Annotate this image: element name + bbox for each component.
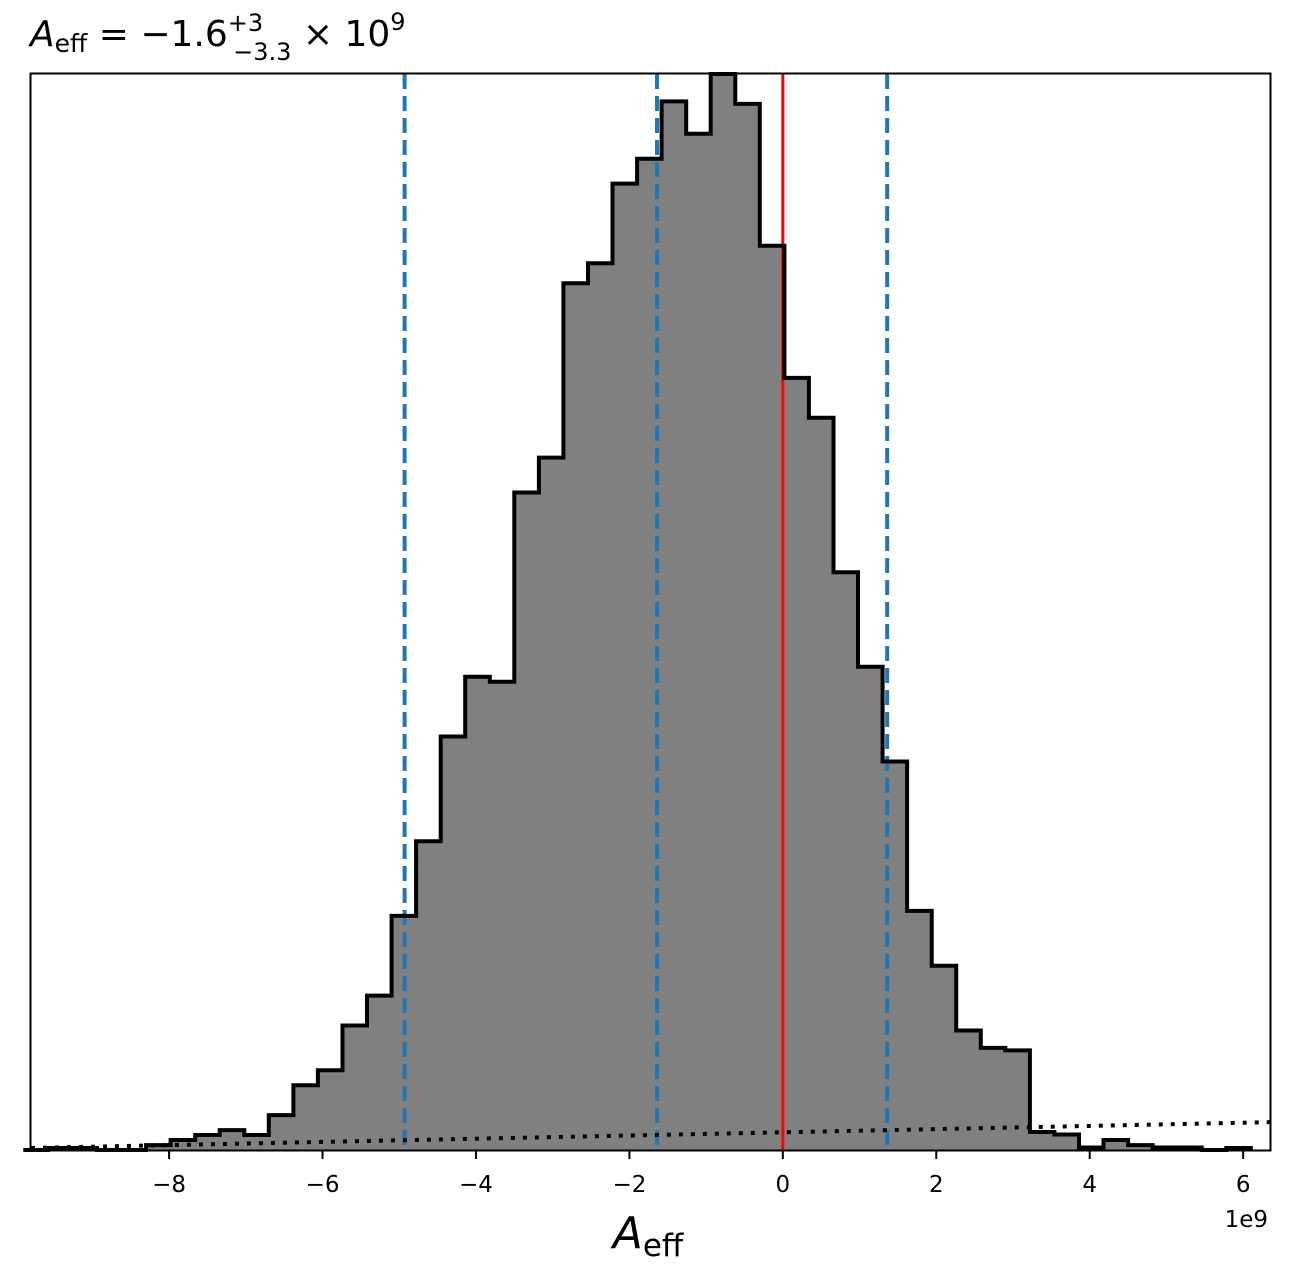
histogram-outline	[23, 72, 1253, 1152]
x-axis-ticks: −8 −6 −4 −2 0 2 4 6	[152, 1150, 1250, 1198]
x-tick-label: 6	[1236, 1172, 1251, 1198]
x-tick-label: −4	[459, 1172, 493, 1198]
axes-frame	[29, 72, 1272, 1152]
title-symbol-subscript: eff	[55, 29, 88, 58]
x-tick-label: −8	[152, 1172, 186, 1198]
title-symbol: A	[28, 14, 55, 55]
quantile-lines	[402, 74, 890, 1150]
title-median: −1.6	[140, 14, 227, 55]
x-tick-label: −2	[612, 1172, 646, 1198]
x-axis-label: Aeff	[610, 1208, 684, 1264]
x-axis-label-symbol: A	[610, 1208, 643, 1259]
title-lower-error: −3.3	[233, 38, 291, 66]
plot-area	[23, 72, 1271, 1152]
x-tick-label: −6	[306, 1172, 340, 1198]
x-tick-label: 4	[1082, 1172, 1097, 1198]
horizontal-dotted-line	[30, 1120, 1271, 1150]
title-exponent: 9	[390, 8, 405, 36]
x-tick-label: 2	[929, 1172, 944, 1198]
histogram-fill	[23, 74, 1251, 1150]
x-axis-offset-label: 1e9	[1225, 1207, 1268, 1233]
title-times-ten: × 10	[291, 14, 390, 55]
x-axis-label-subscript: eff	[643, 1228, 684, 1264]
title-upper-error: +3	[228, 9, 263, 37]
title-equals: =	[87, 14, 140, 55]
chart-title: Aeff = −1.6+3 −3.3 × 109	[28, 8, 406, 66]
x-tick-label: 0	[776, 1172, 791, 1198]
